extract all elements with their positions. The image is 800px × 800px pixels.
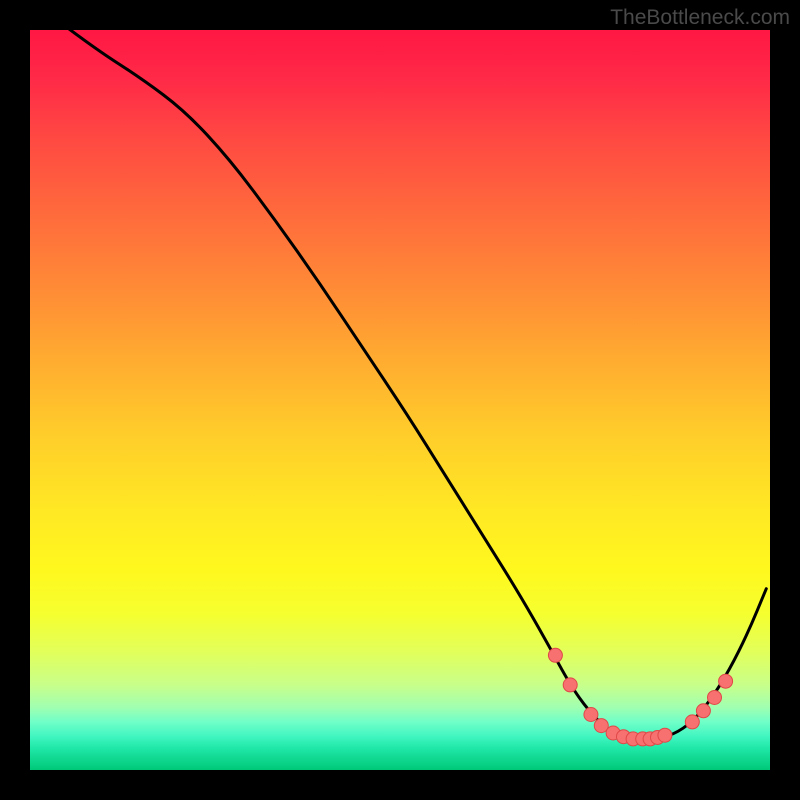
- curve-marker: [696, 704, 710, 718]
- curve-marker: [685, 715, 699, 729]
- curve-marker: [719, 674, 733, 688]
- curve-marker: [584, 708, 598, 722]
- curve-layer: [30, 30, 770, 770]
- curve-markers: [548, 648, 732, 746]
- bottleneck-curve: [41, 30, 766, 740]
- bottleneck-chart: [0, 0, 800, 800]
- curve-marker: [708, 690, 722, 704]
- watermark-text: TheBottleneck.com: [610, 6, 790, 30]
- plot-area: [30, 30, 770, 770]
- curve-marker: [563, 678, 577, 692]
- curve-marker: [658, 728, 672, 742]
- curve-marker: [548, 648, 562, 662]
